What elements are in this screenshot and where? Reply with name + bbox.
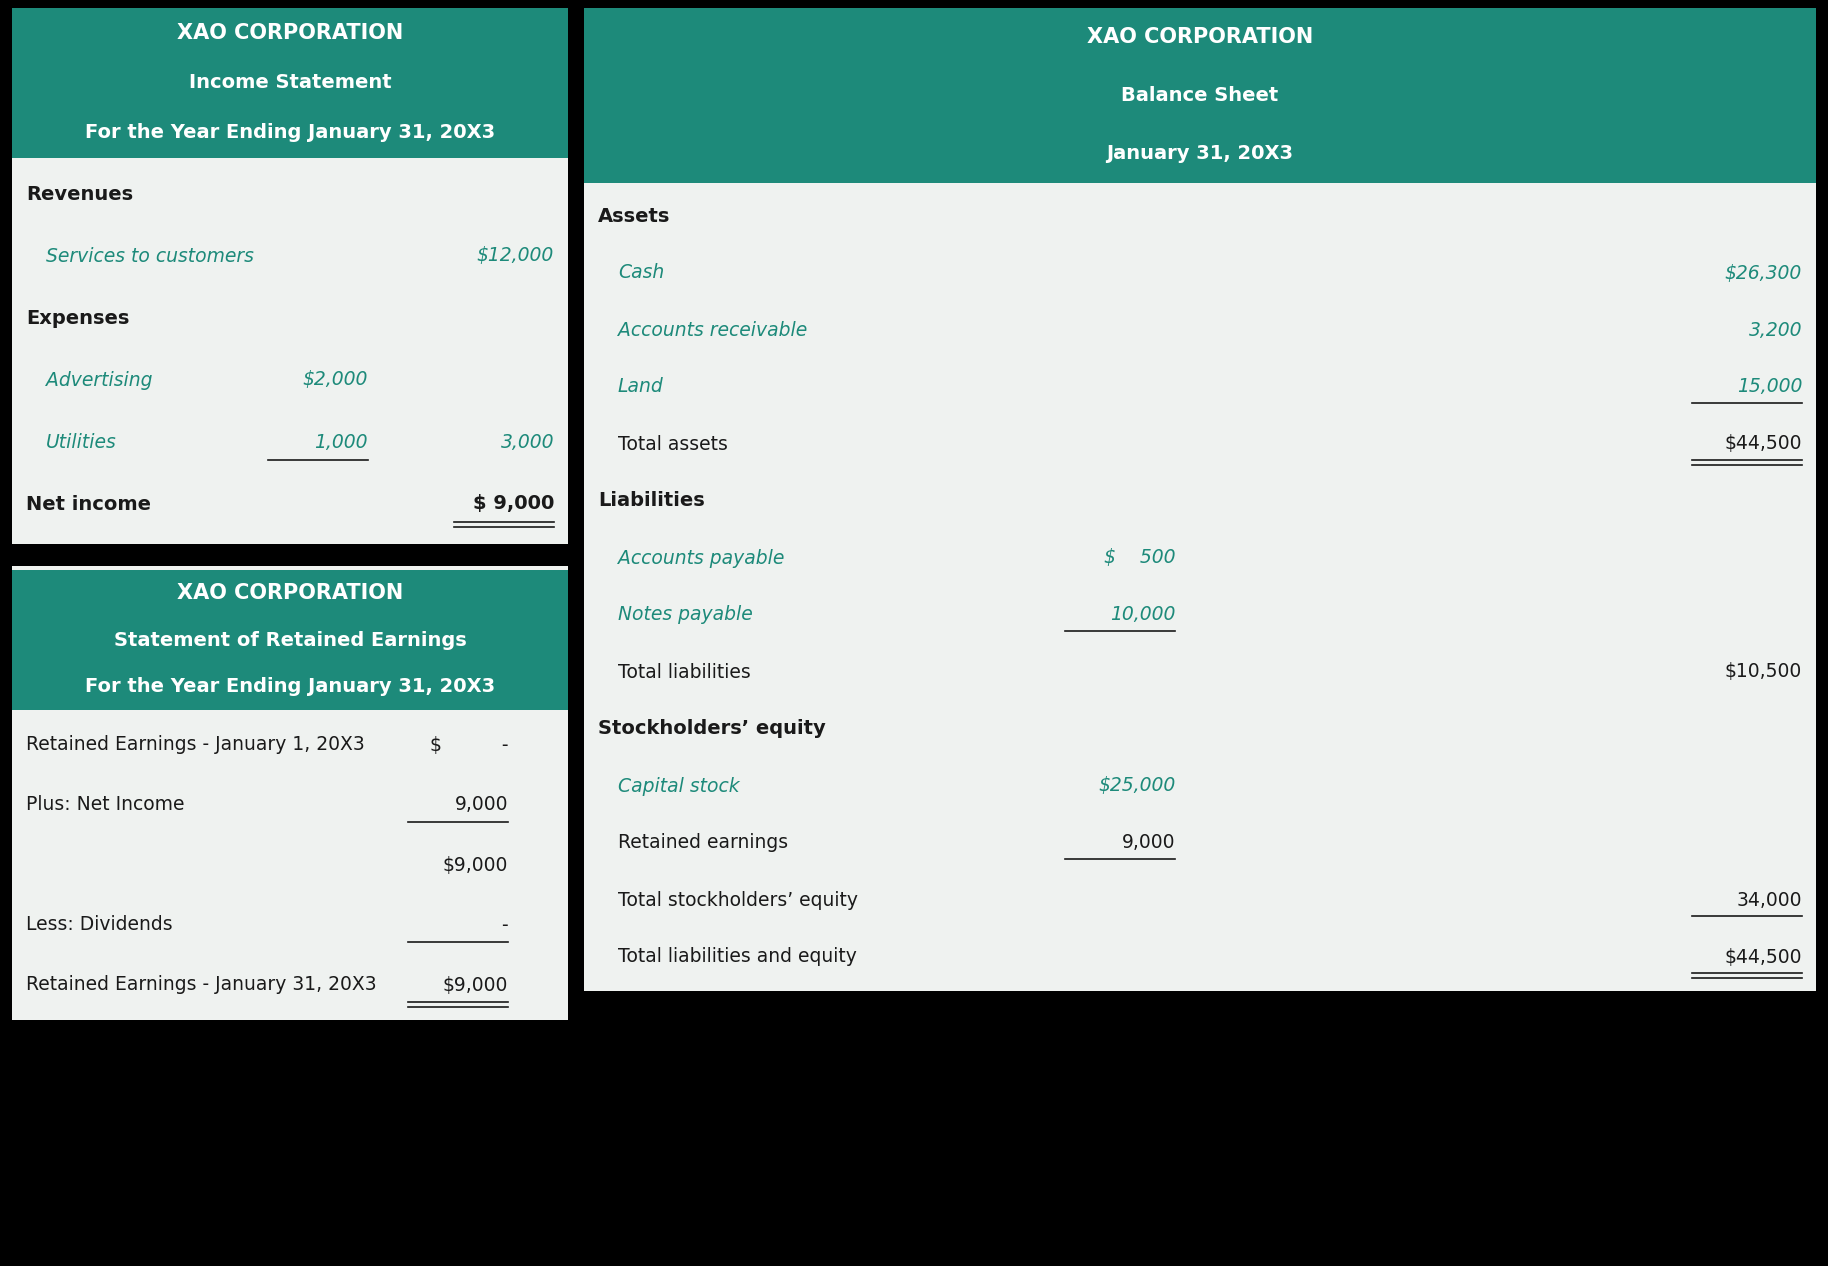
Text: 9,000: 9,000: [1122, 833, 1175, 852]
Text: $    500: $ 500: [1104, 548, 1175, 567]
Bar: [583, 8, 1815, 184]
Text: $44,500: $44,500: [1724, 434, 1802, 453]
Text: Total liabilities: Total liabilities: [618, 662, 751, 681]
Bar: [13, 570, 569, 710]
Text: 9,000: 9,000: [455, 795, 508, 814]
Text: Retained earnings: Retained earnings: [618, 833, 788, 852]
Text: 3,000: 3,000: [501, 433, 554, 452]
Text: Expenses: Expenses: [26, 309, 130, 328]
Bar: [583, 8, 1815, 991]
Text: Revenues: Revenues: [26, 185, 133, 204]
Text: $25,000: $25,000: [1099, 776, 1175, 795]
Text: $26,300: $26,300: [1726, 263, 1802, 282]
Text: XAO CORPORATION: XAO CORPORATION: [177, 23, 404, 43]
Text: 15,000: 15,000: [1737, 377, 1802, 396]
Text: Income Statement: Income Statement: [188, 73, 391, 92]
Text: XAO CORPORATION: XAO CORPORATION: [177, 584, 404, 604]
Bar: [13, 8, 569, 158]
Text: Statement of Retained Earnings: Statement of Retained Earnings: [113, 630, 466, 649]
Text: Capital stock: Capital stock: [618, 776, 740, 795]
Text: Total liabilities and equity: Total liabilities and equity: [618, 947, 857, 966]
Text: Retained Earnings - January 31, 20X3: Retained Earnings - January 31, 20X3: [26, 976, 377, 995]
Text: $9,000: $9,000: [442, 856, 508, 875]
Text: Total assets: Total assets: [618, 434, 728, 453]
Text: -: -: [501, 915, 508, 934]
Text: Plus: Net Income: Plus: Net Income: [26, 795, 185, 814]
Text: Retained Earnings - January 1, 20X3: Retained Earnings - January 1, 20X3: [26, 736, 366, 755]
Text: Liabilities: Liabilities: [598, 491, 706, 510]
Text: 10,000: 10,000: [1110, 605, 1175, 624]
Text: $9,000: $9,000: [442, 976, 508, 995]
Text: Accounts payable: Accounts payable: [618, 548, 784, 567]
Text: Accounts receivable: Accounts receivable: [618, 320, 808, 339]
Text: XAO CORPORATION: XAO CORPORATION: [1088, 27, 1313, 47]
Text: $10,500: $10,500: [1726, 662, 1802, 681]
Text: $2,000: $2,000: [303, 371, 367, 390]
Text: $12,000: $12,000: [477, 247, 554, 266]
Text: $ 9,000: $ 9,000: [473, 495, 554, 514]
Text: For the Year Ending January 31, 20X3: For the Year Ending January 31, 20X3: [84, 124, 495, 143]
Text: Services to customers: Services to customers: [46, 247, 254, 266]
Text: Advertising: Advertising: [46, 371, 152, 390]
Text: $          -: $ -: [430, 736, 508, 755]
Text: 1,000: 1,000: [314, 433, 367, 452]
Text: Total stockholders’ equity: Total stockholders’ equity: [618, 890, 857, 909]
Text: Stockholders’ equity: Stockholders’ equity: [598, 719, 826, 738]
Text: $44,500: $44,500: [1724, 947, 1802, 966]
Text: Notes payable: Notes payable: [618, 605, 753, 624]
Text: Less: Dividends: Less: Dividends: [26, 915, 172, 934]
Text: Balance Sheet: Balance Sheet: [1121, 86, 1278, 105]
Text: 34,000: 34,000: [1737, 890, 1802, 909]
Text: Utilities: Utilities: [46, 433, 117, 452]
Text: January 31, 20X3: January 31, 20X3: [1106, 144, 1294, 163]
Text: Land: Land: [618, 377, 664, 396]
Bar: [13, 544, 569, 566]
Text: Net income: Net income: [26, 495, 152, 514]
Text: For the Year Ending January 31, 20X3: For the Year Ending January 31, 20X3: [84, 677, 495, 696]
Text: 3,200: 3,200: [1749, 320, 1802, 339]
Text: Cash: Cash: [618, 263, 664, 282]
Text: Assets: Assets: [598, 206, 671, 225]
Bar: [13, 8, 569, 1020]
